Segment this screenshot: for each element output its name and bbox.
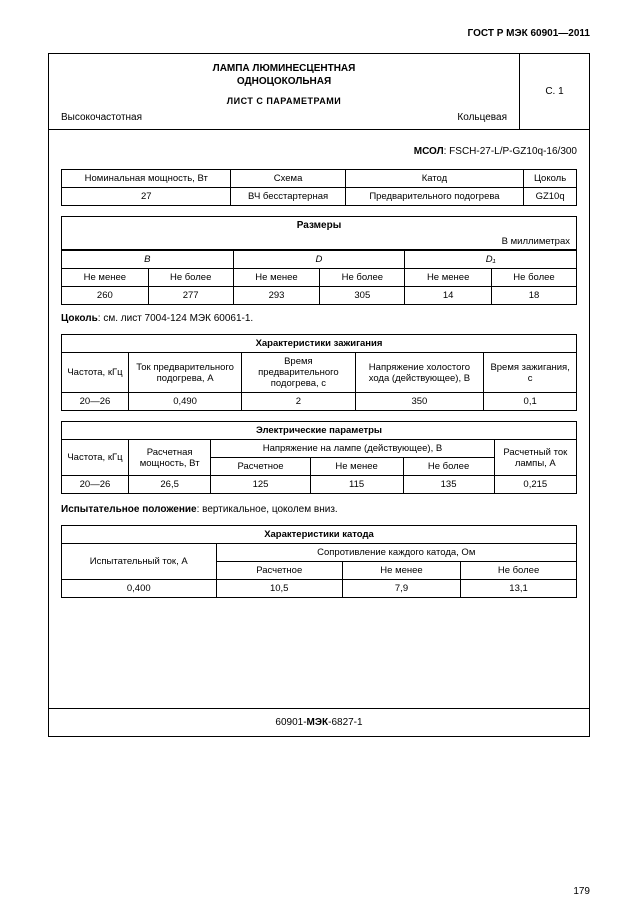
cap-note-text: : см. лист 7004-124 МЭК 60061-1. (98, 313, 253, 324)
th-cap: Цоколь (524, 170, 577, 188)
cat-s1: Расчетное (216, 562, 342, 580)
cathode-title: Характеристики катода (62, 526, 577, 544)
el-v2: 26,5 (128, 476, 210, 494)
title-block: ЛАМПА ЛЮМИНЕСЦЕНТНАЯ ОДНОЦОКОЛЬНАЯ ЛИСТ … (49, 54, 589, 130)
cap-note-label: Цоколь (61, 313, 98, 324)
dimensions-table: B D D₁ Не менее Не более Не менее Не бол… (61, 250, 577, 305)
th-circuit: Схема (231, 170, 345, 188)
el-h2: Расчетная мощность, Вт (128, 440, 210, 476)
cat-v1: 0,400 (62, 580, 217, 598)
dim-d1: D₁ (405, 251, 577, 269)
el-h1: Частота, кГц (62, 440, 129, 476)
el-s3: Не более (403, 458, 494, 476)
dimensions-unit: В миллиметрах (61, 234, 577, 250)
cat-s3: Не более (461, 562, 577, 580)
td-cathode: Предварительного подогрева (345, 188, 524, 206)
ign-h2: Ток предварительного подогрева, А (128, 353, 241, 393)
dim-b-max-h: Не более (148, 269, 233, 287)
dim-b-min-h: Не менее (62, 269, 149, 287)
td-power: 27 (62, 188, 231, 206)
msol-value: : FSCH-27-L/P-GZ10q-16/300 (444, 146, 577, 157)
msol-line: МСОЛ: FSCH-27-L/P-GZ10q-16/300 (61, 146, 577, 157)
dim-d1-max-h: Не более (491, 269, 576, 287)
title-main: ЛАМПА ЛЮМИНЕСЦЕНТНАЯ ОДНОЦОКОЛЬНАЯ ЛИСТ … (49, 54, 519, 129)
msol-label: МСОЛ (414, 146, 444, 157)
ignition-table: Характеристики зажигания Частота, кГц То… (61, 334, 577, 411)
ign-v2: 0,490 (128, 393, 241, 411)
title-line1: ЛАМПА ЛЮМИНЕСЦЕНТНАЯ (55, 62, 513, 75)
th-cathode: Катод (345, 170, 524, 188)
dim-d1-min: 14 (405, 287, 492, 305)
el-v4: 115 (310, 476, 403, 494)
cat-s2: Не менее (342, 562, 460, 580)
dim-b: B (62, 251, 234, 269)
el-v6: 0,215 (494, 476, 576, 494)
page-number: 179 (573, 886, 590, 897)
dim-d-min-h: Не менее (233, 269, 320, 287)
footer-code: 60901-МЭК-6827-1 (49, 708, 589, 736)
ign-v4: 350 (355, 393, 484, 411)
dim-d: D (233, 251, 405, 269)
el-v1: 20—26 (62, 476, 129, 494)
test-pos-label: Испытательное положение (61, 504, 197, 515)
dim-d-max-h: Не более (320, 269, 405, 287)
th-power: Номинальная мощность, Вт (62, 170, 231, 188)
sheet-number: C. 1 (519, 54, 589, 129)
cathode-table: Характеристики катода Испытательный ток,… (61, 525, 577, 598)
ign-h5: Время зажигания, с (484, 353, 577, 393)
ign-h1: Частота, кГц (62, 353, 129, 393)
ignition-title: Характеристики зажигания (62, 335, 577, 353)
dim-d1-min-h: Не менее (405, 269, 492, 287)
td-cap: GZ10q (524, 188, 577, 206)
ign-h3: Время предварительного подогрева, с (242, 353, 355, 393)
dim-b-min: 260 (62, 287, 149, 305)
ign-v3: 2 (242, 393, 355, 411)
dim-d-max: 305 (320, 287, 405, 305)
title-left: Высокочастотная (61, 112, 142, 123)
el-s1: Расчетное (211, 458, 310, 476)
ign-v5: 0,1 (484, 393, 577, 411)
title-right: Кольцевая (457, 112, 507, 123)
cat-v4: 13,1 (461, 580, 577, 598)
cat-v2: 10,5 (216, 580, 342, 598)
cat-h1: Испытательный ток, А (62, 544, 217, 580)
document-standard-header: ГОСТ Р МЭК 60901—2011 (48, 28, 590, 39)
electrical-table: Электрические параметры Частота, кГц Рас… (61, 421, 577, 494)
page: ГОСТ Р МЭК 60901—2011 ЛАМПА ЛЮМИНЕСЦЕНТН… (0, 0, 630, 913)
title-subtitle: ЛИСТ С ПАРАМЕТРАМИ (55, 96, 513, 106)
footer-prefix: 60901- (275, 717, 306, 728)
ign-h4: Напряжение холостого хода (действующее),… (355, 353, 484, 393)
footer-bold: МЭК (307, 717, 329, 728)
dim-d-min: 293 (233, 287, 320, 305)
dim-b-max: 277 (148, 287, 233, 305)
td-circuit: ВЧ бесстартерная (231, 188, 345, 206)
body-area: МСОЛ: FSCH-27-L/P-GZ10q-16/300 Номинальн… (49, 130, 589, 628)
test-position-note: Испытательное положение: вертикальное, ц… (61, 504, 577, 515)
el-h4: Расчетный ток лампы, А (494, 440, 576, 476)
cat-v3: 7,9 (342, 580, 460, 598)
cap-note: Цоколь: см. лист 7004-124 МЭК 60061-1. (61, 313, 577, 324)
el-v3: 125 (211, 476, 310, 494)
dim-d1-max: 18 (491, 287, 576, 305)
title-line2: ОДНОЦОКОЛЬНАЯ (55, 75, 513, 88)
el-v5: 135 (403, 476, 494, 494)
el-s2: Не менее (310, 458, 403, 476)
cat-h2: Сопротивление каждого катода, Ом (216, 544, 577, 562)
electrical-title: Электрические параметры (62, 422, 577, 440)
main-params-table: Номинальная мощность, Вт Схема Катод Цок… (61, 169, 577, 206)
dimensions-title: Размеры (61, 216, 577, 234)
ign-v1: 20—26 (62, 393, 129, 411)
footer-suffix: -6827-1 (328, 717, 362, 728)
dimensions-table-wrap: Размеры В миллиметрах B D D₁ Не менее Не… (61, 216, 577, 305)
el-h3: Напряжение на лампе (действующее), В (211, 440, 494, 458)
test-pos-text: : вертикальное, цоколем вниз. (197, 504, 338, 515)
main-container: ЛАМПА ЛЮМИНЕСЦЕНТНАЯ ОДНОЦОКОЛЬНАЯ ЛИСТ … (48, 53, 590, 737)
